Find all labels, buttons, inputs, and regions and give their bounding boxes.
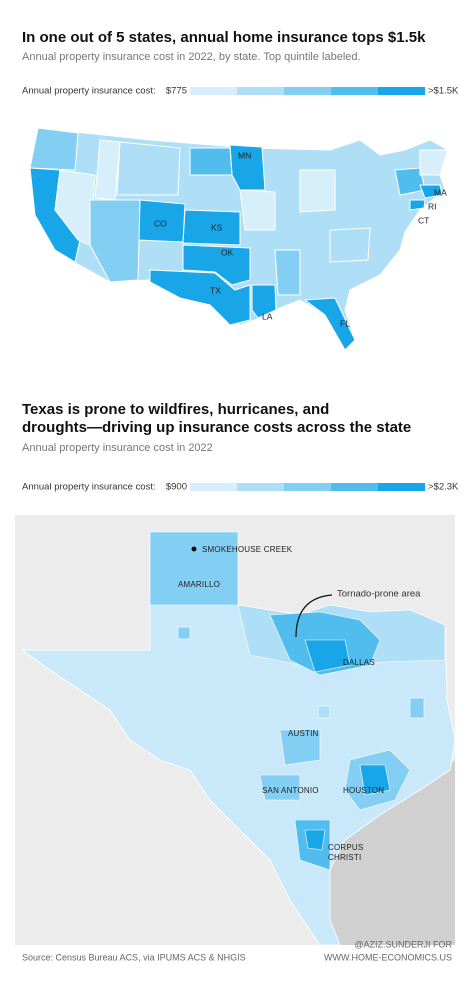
state-label: TX bbox=[210, 285, 221, 295]
state-label: KS bbox=[211, 222, 223, 232]
credit: @AZIZ.SUNDERJI FOR bbox=[354, 939, 452, 949]
place-label: CORPUS bbox=[328, 843, 363, 852]
texas-map bbox=[15, 515, 456, 946]
state-label: LA bbox=[262, 311, 273, 321]
legend-swatch bbox=[284, 483, 331, 491]
legend-swatch bbox=[378, 483, 425, 491]
legend-swatch bbox=[190, 483, 237, 491]
state-label: CT bbox=[418, 215, 429, 225]
legend-swatch bbox=[378, 87, 425, 95]
legend-swatch bbox=[331, 483, 378, 491]
title: droughts—driving up insurance costs acro… bbox=[22, 419, 411, 436]
place-label: AMARILLO bbox=[178, 580, 220, 589]
state-label: RI bbox=[428, 201, 437, 211]
place-label: CHRISTI bbox=[328, 853, 361, 862]
place-label: DALLAS bbox=[343, 658, 375, 667]
legend-swatch bbox=[237, 483, 284, 491]
state-label: CO bbox=[154, 218, 167, 228]
legend-swatch bbox=[284, 87, 331, 95]
legend-swatch bbox=[190, 87, 237, 95]
title: In one out of 5 states, annual home insu… bbox=[22, 29, 426, 46]
legend-scale bbox=[190, 87, 425, 95]
state-label: MN bbox=[238, 150, 251, 160]
legend-max: >$1.5K bbox=[428, 86, 459, 97]
state-label: MA bbox=[434, 187, 447, 197]
legend-label: Annual property insurance cost: bbox=[22, 482, 156, 493]
place-label: HOUSTON bbox=[343, 786, 384, 795]
legend-min: $900 bbox=[166, 482, 187, 493]
legend-scale bbox=[190, 483, 425, 491]
legend-max: >$2.3K bbox=[428, 482, 459, 493]
place-label: SAN ANTONIO bbox=[262, 786, 319, 795]
place-label: AUSTIN bbox=[288, 729, 319, 738]
title: Texas is prone to wildfires, hurricanes,… bbox=[22, 401, 329, 418]
annotation: Tornado-prone area bbox=[337, 589, 421, 600]
legend-swatch bbox=[237, 87, 284, 95]
legend-min: $775 bbox=[166, 86, 187, 97]
us-map bbox=[29, 127, 449, 351]
legend-label: Annual property insurance cost: bbox=[22, 86, 156, 97]
state-label: OK bbox=[221, 247, 234, 257]
source: Source: Census Bureau ACS, via IPUMS ACS… bbox=[22, 952, 246, 962]
credit: WWW.HOME-ECONOMICS.US bbox=[324, 952, 452, 962]
place-label: SMOKEHOUSE CREEK bbox=[202, 545, 293, 554]
subtitle: Annual property insurance cost in 2022, … bbox=[22, 51, 361, 63]
state-label: FL bbox=[340, 318, 350, 328]
subtitle: Annual property insurance cost in 2022 bbox=[22, 442, 213, 454]
legend-swatch bbox=[331, 87, 378, 95]
